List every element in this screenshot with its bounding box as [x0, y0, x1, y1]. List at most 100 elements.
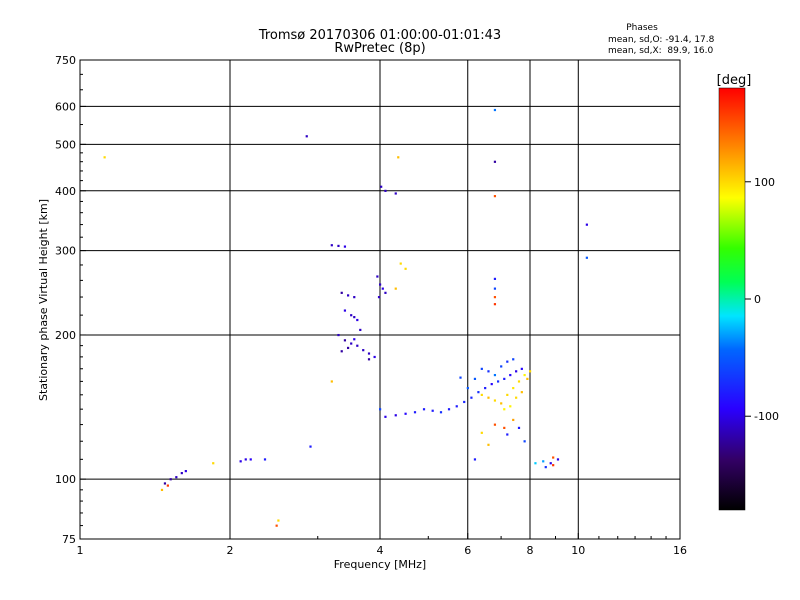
stats-heading: Phases — [626, 23, 658, 33]
data-point — [490, 382, 493, 386]
data-point — [330, 244, 333, 247]
data-point — [549, 462, 552, 465]
data-point — [473, 458, 477, 461]
data-point — [337, 244, 340, 248]
data-point — [556, 458, 560, 461]
data-point — [263, 458, 267, 461]
data-point — [493, 277, 497, 280]
chart-subtitle: RwPretec (8p) — [334, 41, 425, 56]
data-point — [500, 402, 503, 405]
data-point — [340, 350, 343, 353]
chart-title: Tromsø 20170306 01:00:00-01:01:43 — [258, 28, 501, 43]
data-point — [506, 393, 509, 397]
data-point — [163, 482, 167, 485]
colorbar-label: [deg] — [717, 73, 752, 88]
data-point — [346, 294, 350, 297]
data-point — [515, 370, 518, 373]
data-point — [350, 342, 353, 345]
x-tick-label: 4 — [377, 544, 384, 557]
data-point — [493, 399, 497, 402]
data-point — [520, 391, 523, 394]
data-point — [384, 291, 387, 294]
data-point — [517, 426, 521, 430]
data-point — [431, 409, 434, 412]
colorbar — [718, 87, 746, 511]
data-point — [459, 376, 462, 379]
data-point — [309, 445, 312, 448]
data-point — [447, 408, 451, 411]
data-point — [244, 458, 247, 461]
data-point — [480, 367, 483, 370]
data-point — [356, 318, 359, 322]
data-point — [552, 464, 555, 467]
data-point — [503, 408, 506, 411]
data-point — [377, 296, 381, 299]
y-tick-label: 500 — [55, 138, 76, 151]
x-axis-label: Frequency [MHz] — [334, 558, 426, 571]
data-point — [169, 478, 172, 481]
data-point — [397, 156, 400, 159]
data-point — [585, 256, 588, 259]
x-tick-label: 16 — [673, 544, 687, 557]
data-point — [512, 418, 515, 422]
data-point — [422, 408, 426, 411]
data-point — [394, 192, 397, 195]
data-point — [376, 275, 379, 278]
data-point — [493, 108, 497, 112]
data-point — [103, 156, 106, 159]
data-point — [523, 440, 526, 443]
data-points — [103, 108, 588, 527]
data-point — [515, 396, 518, 399]
data-point — [373, 355, 376, 359]
data-point — [367, 352, 371, 355]
data-point — [493, 195, 497, 198]
data-point — [239, 460, 242, 463]
x-tick-label: 2 — [227, 544, 234, 557]
data-point — [160, 488, 164, 492]
data-point — [404, 412, 407, 415]
data-point — [394, 414, 397, 417]
data-point — [175, 476, 178, 479]
x-tick-label: 10 — [571, 544, 585, 557]
data-point — [509, 373, 512, 377]
data-point — [473, 377, 477, 380]
colorbar-tick-label: 100 — [754, 176, 775, 189]
data-point — [353, 296, 356, 299]
data-point — [585, 223, 588, 226]
y-tick-label: 100 — [55, 473, 76, 486]
data-point — [487, 370, 490, 373]
data-point — [353, 338, 356, 341]
x-tick-label: 8 — [527, 544, 534, 557]
data-point — [184, 469, 187, 473]
data-point — [330, 380, 333, 383]
data-point — [526, 377, 529, 380]
data-point — [509, 405, 512, 408]
data-point — [506, 360, 509, 363]
data-point — [487, 396, 490, 399]
colorbar-axis: 100 0 -100 — [745, 176, 779, 423]
data-point — [379, 408, 382, 411]
data-point — [379, 283, 382, 286]
data-point — [381, 287, 384, 290]
y-tick-label: 300 — [55, 245, 76, 258]
data-point — [493, 373, 497, 377]
data-point — [384, 189, 387, 192]
data-point — [487, 443, 490, 446]
data-point — [305, 135, 308, 138]
data-point — [394, 287, 397, 290]
data-point — [480, 393, 483, 397]
data-point — [493, 160, 497, 163]
data-point — [506, 433, 509, 436]
data-point — [384, 415, 387, 418]
data-point — [477, 391, 480, 394]
data-point — [180, 472, 183, 475]
data-point — [512, 386, 515, 390]
data-point — [493, 287, 497, 290]
stats-line-o: mean, sd,O: -91.4, 17.8 — [608, 35, 715, 45]
data-point — [404, 267, 407, 270]
data-point — [356, 344, 359, 347]
y-tick-label: 75 — [62, 533, 76, 546]
data-point — [275, 524, 278, 527]
data-point — [493, 303, 497, 306]
